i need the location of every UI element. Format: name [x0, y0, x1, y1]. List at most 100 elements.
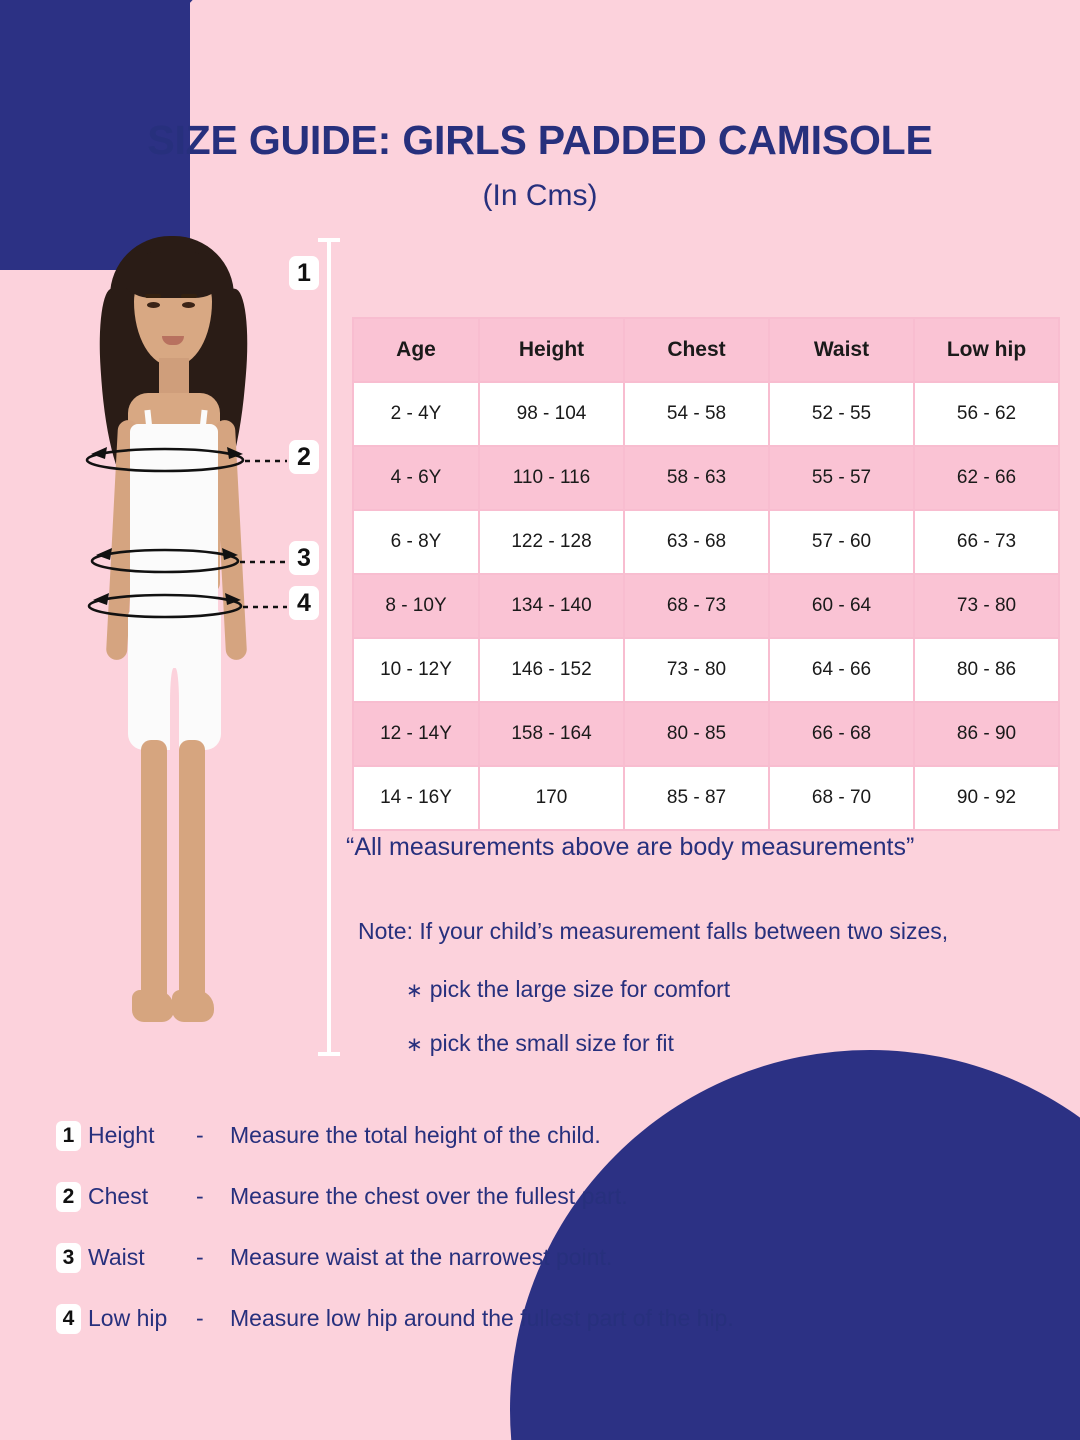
measurement-legend: 1 Height - Measure the total height of t…	[56, 1105, 1016, 1349]
model-eyebrow-right	[181, 294, 197, 298]
model-leg-right	[179, 740, 205, 1000]
legend-label-height: Height	[88, 1122, 155, 1148]
note-bullet-small-size: ∗ pick the small size for fit	[406, 1030, 674, 1057]
cell-age: 8 - 10Y	[352, 573, 480, 639]
size-chart-table: Age Height Chest Waist Low hip 2 - 4Y 98…	[352, 317, 1060, 831]
legend-desc-low-hip: Measure low hip around the fullest part …	[230, 1305, 734, 1331]
model-fringe	[128, 250, 218, 298]
cell-low-hip: 80 - 86	[913, 637, 1060, 703]
cell-age: 6 - 8Y	[352, 509, 480, 575]
cell-chest: 80 - 85	[623, 701, 770, 767]
cell-age: 4 - 6Y	[352, 445, 480, 511]
height-reference-line	[327, 238, 331, 1056]
model-photo	[62, 228, 290, 1056]
cell-age: 12 - 14Y	[352, 701, 480, 767]
cell-waist: 57 - 60	[768, 509, 915, 575]
note-bullet-large-size-text: pick the large size for comfort	[429, 976, 731, 1002]
height-line-cap-bottom	[318, 1052, 340, 1056]
low-hip-measure-loop	[87, 593, 287, 619]
column-header-chest: Chest	[623, 317, 770, 383]
cell-waist: 60 - 64	[768, 573, 915, 639]
cell-low-hip: 90 - 92	[913, 765, 1060, 831]
legend-desc-height: Measure the total height of the child.	[230, 1122, 601, 1148]
cell-waist: 52 - 55	[768, 381, 915, 447]
table-row: 4 - 6Y 110 - 116 58 - 63 55 - 57 62 - 66	[352, 445, 1060, 511]
legend-badge-4: 4	[56, 1303, 81, 1334]
table-header-row: Age Height Chest Waist Low hip	[352, 317, 1060, 383]
callout-badge-waist: 3	[289, 541, 319, 575]
legend-item-waist: 3 Waist - Measure waist at the narrowest…	[56, 1227, 1016, 1288]
cell-chest: 85 - 87	[623, 765, 770, 831]
legend-separator: -	[196, 1305, 204, 1331]
cell-waist: 66 - 68	[768, 701, 915, 767]
legend-badge-1: 1	[56, 1120, 81, 1151]
model-foot-left	[132, 990, 174, 1022]
legend-item-low-hip: 4 Low hip - Measure low hip around the f…	[56, 1288, 1016, 1349]
legend-item-chest: 2 Chest - Measure the chest over the ful…	[56, 1166, 1016, 1227]
legend-badge-2: 2	[56, 1181, 81, 1212]
page-title: SIZE GUIDE: GIRLS PADDED CAMISOLE	[147, 117, 933, 163]
table-row: 12 - 14Y 158 - 164 80 - 85 66 - 68 86 - …	[352, 701, 1060, 767]
model-mouth	[162, 336, 184, 345]
model-camisole	[130, 424, 218, 624]
legend-item-height: 1 Height - Measure the total height of t…	[56, 1105, 1016, 1166]
cell-low-hip: 73 - 80	[913, 573, 1060, 639]
chest-measure-loop	[85, 447, 287, 473]
model-eye-left	[147, 302, 160, 308]
cell-low-hip: 62 - 66	[913, 445, 1060, 511]
cell-height: 98 - 104	[478, 381, 625, 447]
column-header-height: Height	[478, 317, 625, 383]
column-header-waist: Waist	[768, 317, 915, 383]
table-row: 14 - 16Y 170 85 - 87 68 - 70 90 - 92	[352, 765, 1060, 831]
model-shorts-inseam	[170, 668, 179, 752]
model-eyebrow-left	[145, 294, 161, 298]
callout-badge-chest: 2	[289, 440, 319, 474]
legend-label-waist: Waist	[88, 1244, 145, 1270]
asterisk-icon: ∗	[406, 1034, 423, 1056]
height-line-cap-top	[318, 238, 340, 242]
cell-height: 122 - 128	[478, 509, 625, 575]
cell-waist: 64 - 66	[768, 637, 915, 703]
legend-separator: -	[196, 1244, 204, 1270]
cell-height: 110 - 116	[478, 445, 625, 511]
cell-height: 146 - 152	[478, 637, 625, 703]
legend-separator: -	[196, 1122, 204, 1148]
cell-height: 170	[478, 765, 625, 831]
model-foot-right	[172, 990, 214, 1022]
note-measurements-quote: “All measurements above are body measure…	[346, 833, 915, 861]
legend-badge-3: 3	[56, 1242, 81, 1273]
cell-age: 2 - 4Y	[352, 381, 480, 447]
legend-separator: -	[196, 1183, 204, 1209]
table-row: 2 - 4Y 98 - 104 54 - 58 52 - 55 56 - 62	[352, 381, 1060, 447]
legend-desc-waist: Measure waist at the narrowest point.	[230, 1244, 613, 1270]
cell-waist: 55 - 57	[768, 445, 915, 511]
measurement-annotations	[85, 447, 287, 619]
page-title-block: SIZE GUIDE: GIRLS PADDED CAMISOLE (In Cm…	[0, 117, 1080, 213]
cell-chest: 73 - 80	[623, 637, 770, 703]
note-between-sizes-lead: Note: If your child’s measurement falls …	[358, 918, 949, 944]
cell-height: 134 - 140	[478, 573, 625, 639]
table-row: 8 - 10Y 134 - 140 68 - 73 60 - 64 73 - 8…	[352, 573, 1060, 639]
table-row: 6 - 8Y 122 - 128 63 - 68 57 - 60 66 - 73	[352, 509, 1060, 575]
cell-chest: 63 - 68	[623, 509, 770, 575]
callout-badge-low-hip: 4	[289, 586, 319, 620]
navy-corner-fill-top-left	[0, 0, 190, 270]
page-subtitle: (In Cms)	[482, 179, 598, 213]
cell-low-hip: 56 - 62	[913, 381, 1060, 447]
column-header-age: Age	[352, 317, 480, 383]
cell-low-hip: 86 - 90	[913, 701, 1060, 767]
cell-chest: 58 - 63	[623, 445, 770, 511]
note-bullet-small-size-text: pick the small size for fit	[429, 1030, 674, 1056]
callout-badge-height: 1	[289, 256, 319, 290]
cell-chest: 54 - 58	[623, 381, 770, 447]
note-bullet-large-size: ∗ pick the large size for comfort	[406, 976, 730, 1003]
cell-chest: 68 - 73	[623, 573, 770, 639]
table-row: 10 - 12Y 146 - 152 73 - 80 64 - 66 80 - …	[352, 637, 1060, 703]
model-eye-right	[182, 302, 195, 308]
model-leg-left	[141, 740, 167, 1000]
legend-desc-chest: Measure the chest over the fullest part.	[230, 1183, 628, 1209]
cell-height: 158 - 164	[478, 701, 625, 767]
cell-waist: 68 - 70	[768, 765, 915, 831]
waist-measure-loop	[90, 548, 287, 574]
